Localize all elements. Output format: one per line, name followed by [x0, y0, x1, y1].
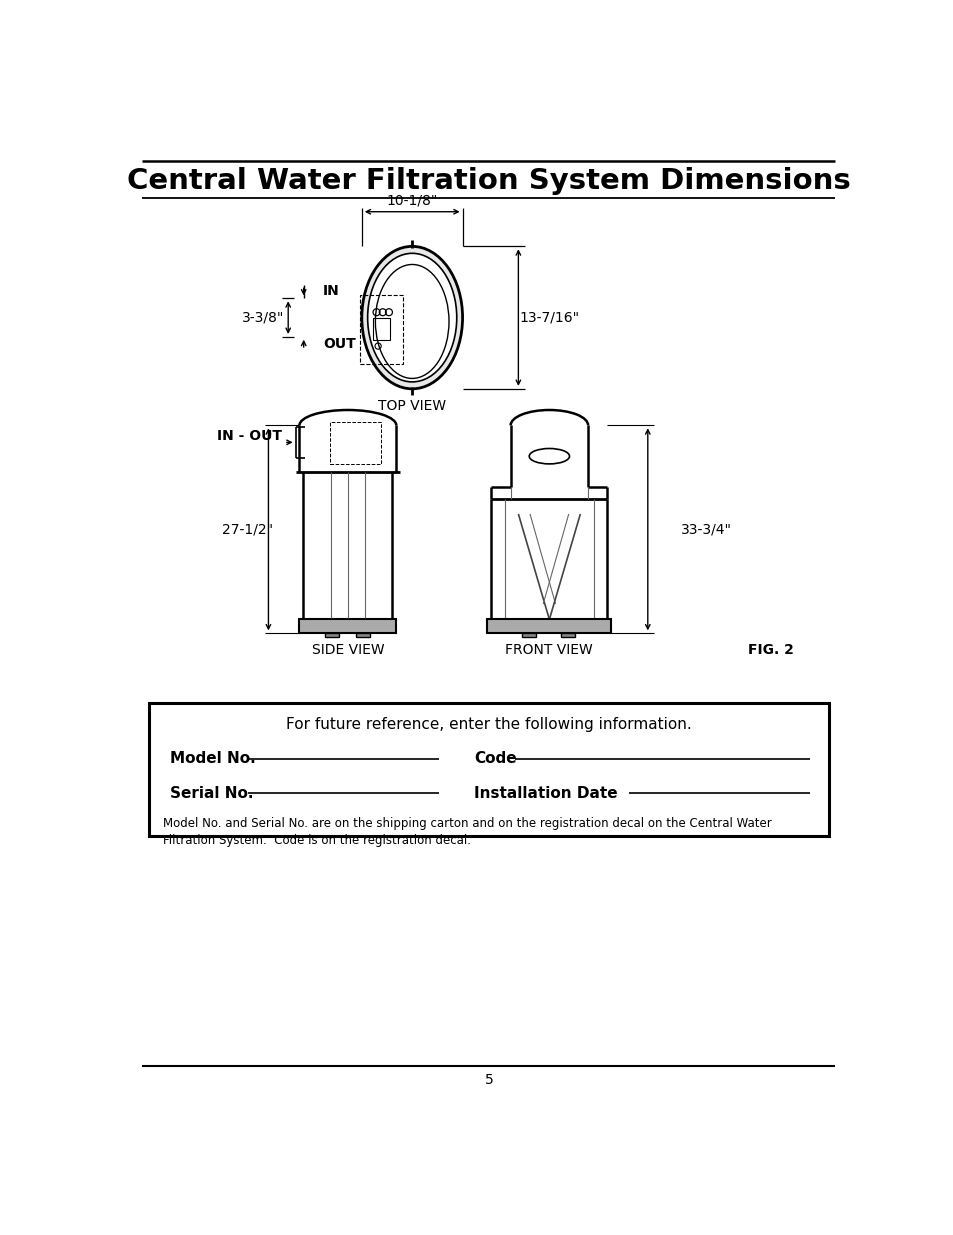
Text: SIDE VIEW: SIDE VIEW	[312, 643, 384, 657]
Bar	[355, 634, 369, 637]
Text: FRONT VIEW: FRONT VIEW	[505, 643, 593, 657]
Bar	[149, 703, 828, 836]
Ellipse shape	[361, 246, 462, 389]
Text: Model No.: Model No.	[171, 751, 256, 766]
Bar	[373, 319, 390, 340]
Text: 13-7/16": 13-7/16"	[518, 310, 578, 325]
Text: OUT: OUT	[323, 337, 355, 351]
Text: Code: Code	[474, 751, 517, 766]
Text: Central Water Filtration System Dimensions: Central Water Filtration System Dimensio…	[127, 167, 850, 195]
Bar	[299, 620, 395, 634]
Text: Installation Date: Installation Date	[474, 785, 618, 802]
Bar	[324, 634, 338, 637]
Bar	[330, 421, 380, 464]
Text: Model No. and Serial No. are on the shipping carton and on the registration deca: Model No. and Serial No. are on the ship…	[162, 816, 771, 846]
Ellipse shape	[367, 253, 456, 382]
Bar	[560, 634, 575, 637]
Text: For future reference, enter the following information.: For future reference, enter the followin…	[286, 716, 691, 731]
Text: Serial No.: Serial No.	[171, 785, 253, 802]
Bar	[487, 620, 611, 634]
Text: TOP VIEW: TOP VIEW	[377, 399, 446, 412]
Bar	[359, 294, 402, 364]
Text: FIG. 2: FIG. 2	[747, 643, 793, 657]
Text: 10-1/8": 10-1/8"	[386, 194, 437, 207]
Bar	[521, 634, 536, 637]
Text: IN: IN	[323, 284, 339, 299]
Text: 27-1/2": 27-1/2"	[222, 522, 273, 536]
Text: 3-3/8": 3-3/8"	[242, 310, 284, 325]
Text: 5: 5	[484, 1073, 493, 1087]
Text: IN - OUT: IN - OUT	[216, 430, 281, 443]
Text: 33-3/4": 33-3/4"	[680, 522, 731, 536]
